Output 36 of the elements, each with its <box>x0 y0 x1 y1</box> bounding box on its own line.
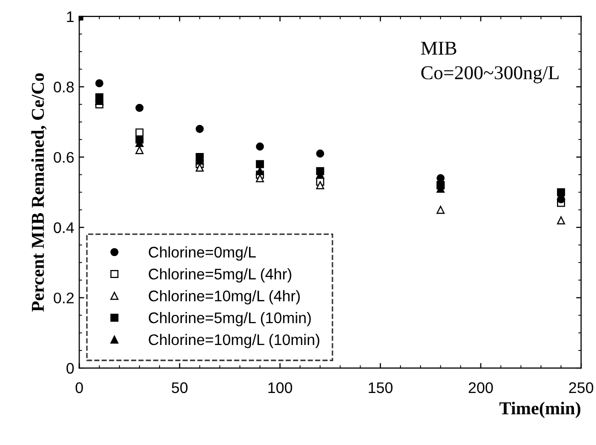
point <box>436 206 445 214</box>
x-tick-label: 200 <box>468 382 493 394</box>
annotation: MIB <box>421 42 456 55</box>
point <box>256 167 264 176</box>
point <box>135 146 144 154</box>
x-tick-label: 250 <box>569 382 594 394</box>
x-tick-label: 150 <box>368 382 393 394</box>
y-tick-label: 0.2 <box>54 292 74 304</box>
legend-label: Chlorine=10mg/L (10min) <box>148 334 320 348</box>
point <box>256 160 264 168</box>
y-tick-label: 0.8 <box>54 82 74 92</box>
x-tick-label: 50 <box>172 382 188 394</box>
legend-label: Chlorine=0mg/L <box>148 246 256 261</box>
point <box>256 142 264 151</box>
y-axis-title: Percent MIB Remained, Ce/Co <box>31 73 47 312</box>
x-tick-label: 0 <box>76 382 83 394</box>
legend-label: Chlorine=5mg/L (10min) <box>148 312 311 326</box>
legend-label: Chlorine=5mg/L (4hr) <box>148 268 292 283</box>
point <box>557 216 566 224</box>
y-tick-label: 0 <box>66 362 74 374</box>
point <box>135 104 144 112</box>
point <box>316 150 324 158</box>
y-tick-label: 1 <box>67 11 74 22</box>
point <box>95 79 104 88</box>
point <box>436 174 445 182</box>
point <box>557 195 566 204</box>
y-tick-label: 0.6 <box>54 152 74 163</box>
point <box>196 164 204 172</box>
x-axis-title: Time(min) <box>499 402 580 418</box>
legend-label: Chlorine=10mg/L (4hr) <box>148 290 300 304</box>
point <box>196 124 204 133</box>
annotation: Co=200~300ng/L <box>421 66 559 84</box>
point <box>256 174 264 182</box>
x-tick-label: 100 <box>268 382 292 394</box>
point <box>316 181 324 190</box>
y-tick-label: 0.4 <box>54 222 74 234</box>
